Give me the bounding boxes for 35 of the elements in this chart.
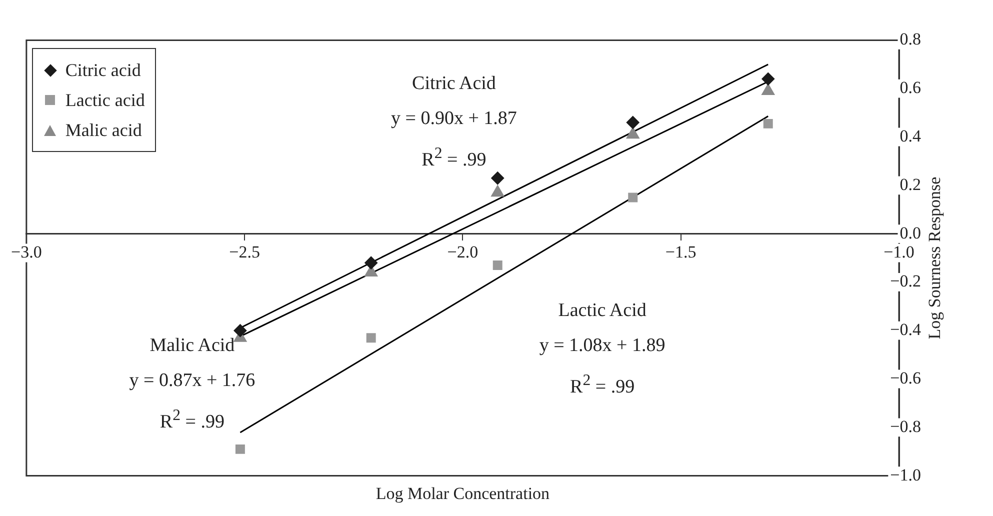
point bbox=[626, 116, 640, 129]
point bbox=[491, 185, 504, 197]
y-tick-label: 0.6 bbox=[900, 78, 921, 98]
legend-label: Citric acid bbox=[65, 60, 141, 81]
x-tick-label: −3.0 bbox=[10, 242, 42, 262]
x-tick-label: −2.0 bbox=[447, 242, 478, 262]
y-tick-label: 0.0 bbox=[900, 223, 921, 242]
point bbox=[762, 84, 775, 96]
x-tick-label: −1.5 bbox=[665, 242, 696, 262]
y-axis-title: Log Sourness Response bbox=[925, 176, 945, 340]
point bbox=[626, 127, 640, 139]
point bbox=[366, 333, 376, 343]
point bbox=[628, 192, 638, 202]
y-tick-label: −0.2 bbox=[890, 272, 921, 291]
annotation: Malic Acid y = 0.87x + 1.76 R$^{2}$ = .99 bbox=[129, 334, 256, 434]
annotation: Lactic Acid y = 1.08x + 1.89 R$^{2}$ = .99 bbox=[539, 298, 666, 400]
x-axis-title: Log Molar Concentration bbox=[374, 484, 551, 504]
point bbox=[235, 444, 245, 454]
y-tick-label: −0.8 bbox=[890, 416, 921, 436]
legend-label: Malic acid bbox=[65, 120, 142, 141]
y-tick-label: 0.4 bbox=[900, 126, 922, 146]
point bbox=[762, 72, 775, 86]
point bbox=[234, 324, 247, 338]
y-tick-label: −0.6 bbox=[890, 368, 921, 388]
point bbox=[491, 172, 504, 185]
y-tick-label: −0.4 bbox=[890, 320, 922, 340]
y-tick-label: 0.2 bbox=[900, 174, 921, 194]
y-tick-label: −1.0 bbox=[890, 465, 921, 484]
point bbox=[364, 256, 378, 270]
legend-label: Lactic acid bbox=[65, 90, 145, 111]
y-tick-label: 0.8 bbox=[900, 30, 921, 49]
x-tick-label: −2.5 bbox=[229, 242, 260, 262]
point bbox=[492, 260, 502, 270]
point bbox=[763, 118, 773, 128]
annotation: Citric Acid y = 0.90x + 1.87 R$^{2}$ = .99 bbox=[391, 72, 517, 173]
